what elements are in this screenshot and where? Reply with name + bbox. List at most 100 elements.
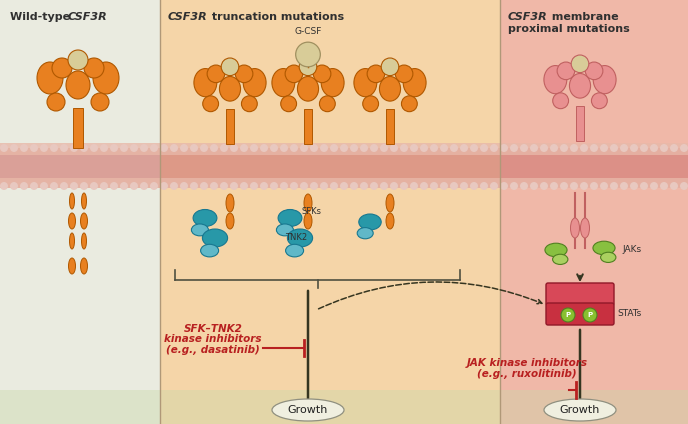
Ellipse shape bbox=[545, 243, 567, 257]
Circle shape bbox=[90, 144, 98, 152]
Circle shape bbox=[340, 182, 348, 190]
Circle shape bbox=[80, 144, 88, 152]
Circle shape bbox=[310, 182, 318, 190]
Circle shape bbox=[400, 144, 408, 152]
Bar bbox=[226, 109, 235, 144]
Circle shape bbox=[520, 182, 528, 190]
Circle shape bbox=[120, 182, 128, 190]
Ellipse shape bbox=[593, 66, 616, 94]
Ellipse shape bbox=[313, 65, 331, 83]
Circle shape bbox=[420, 144, 428, 152]
Ellipse shape bbox=[552, 93, 568, 109]
Ellipse shape bbox=[277, 224, 293, 236]
Circle shape bbox=[270, 144, 278, 152]
Circle shape bbox=[222, 58, 239, 75]
Circle shape bbox=[290, 144, 298, 152]
Circle shape bbox=[130, 144, 138, 152]
Circle shape bbox=[120, 144, 128, 152]
Ellipse shape bbox=[386, 194, 394, 212]
Ellipse shape bbox=[544, 399, 616, 421]
Circle shape bbox=[180, 144, 188, 152]
Circle shape bbox=[70, 182, 78, 190]
Ellipse shape bbox=[281, 96, 297, 112]
Circle shape bbox=[260, 144, 268, 152]
Circle shape bbox=[300, 144, 308, 152]
Ellipse shape bbox=[304, 213, 312, 229]
Ellipse shape bbox=[544, 66, 567, 94]
Circle shape bbox=[190, 144, 198, 152]
Ellipse shape bbox=[66, 71, 90, 99]
Circle shape bbox=[430, 144, 438, 152]
Circle shape bbox=[540, 182, 548, 190]
Text: truncation mutations: truncation mutations bbox=[208, 12, 344, 22]
Circle shape bbox=[280, 182, 288, 190]
Circle shape bbox=[630, 144, 638, 152]
Bar bbox=[303, 109, 312, 144]
Circle shape bbox=[510, 182, 518, 190]
Circle shape bbox=[470, 182, 478, 190]
Circle shape bbox=[450, 144, 458, 152]
Ellipse shape bbox=[219, 76, 241, 101]
Ellipse shape bbox=[235, 65, 253, 83]
Circle shape bbox=[240, 182, 248, 190]
Text: CSF3R: CSF3R bbox=[68, 12, 108, 22]
Ellipse shape bbox=[226, 194, 234, 212]
Circle shape bbox=[650, 144, 658, 152]
Circle shape bbox=[0, 182, 8, 190]
Circle shape bbox=[610, 144, 618, 152]
Ellipse shape bbox=[396, 65, 413, 83]
Circle shape bbox=[410, 144, 418, 152]
Ellipse shape bbox=[354, 69, 377, 97]
Circle shape bbox=[220, 144, 228, 152]
Circle shape bbox=[600, 144, 608, 152]
Bar bbox=[576, 106, 584, 141]
Circle shape bbox=[650, 182, 658, 190]
Ellipse shape bbox=[357, 228, 373, 239]
Ellipse shape bbox=[201, 244, 219, 257]
Circle shape bbox=[160, 182, 168, 190]
Circle shape bbox=[640, 182, 648, 190]
Circle shape bbox=[460, 182, 468, 190]
Ellipse shape bbox=[321, 69, 344, 97]
Circle shape bbox=[430, 182, 438, 190]
Circle shape bbox=[640, 144, 648, 152]
Text: JAK kinase inhibitors: JAK kinase inhibitors bbox=[466, 358, 588, 368]
Ellipse shape bbox=[297, 76, 319, 101]
Text: TNK2: TNK2 bbox=[285, 234, 307, 243]
FancyBboxPatch shape bbox=[546, 303, 614, 325]
Circle shape bbox=[40, 144, 48, 152]
Ellipse shape bbox=[191, 224, 208, 236]
Circle shape bbox=[170, 182, 178, 190]
Circle shape bbox=[583, 308, 597, 322]
Ellipse shape bbox=[47, 93, 65, 111]
Circle shape bbox=[60, 182, 68, 190]
Circle shape bbox=[530, 144, 538, 152]
Text: G-CSF: G-CSF bbox=[294, 27, 322, 36]
Ellipse shape bbox=[380, 76, 400, 101]
Circle shape bbox=[600, 182, 608, 190]
Circle shape bbox=[550, 144, 558, 152]
Bar bbox=[0, 390, 688, 424]
Circle shape bbox=[520, 144, 528, 152]
FancyBboxPatch shape bbox=[546, 283, 614, 305]
Circle shape bbox=[170, 144, 178, 152]
Ellipse shape bbox=[81, 233, 87, 249]
Circle shape bbox=[510, 144, 518, 152]
Ellipse shape bbox=[285, 65, 303, 83]
Circle shape bbox=[480, 182, 488, 190]
Text: membrane: membrane bbox=[548, 12, 619, 22]
Ellipse shape bbox=[69, 213, 76, 229]
Ellipse shape bbox=[304, 194, 312, 212]
Circle shape bbox=[280, 144, 288, 152]
Circle shape bbox=[100, 182, 108, 190]
Circle shape bbox=[610, 182, 618, 190]
Circle shape bbox=[670, 144, 678, 152]
Ellipse shape bbox=[52, 58, 72, 78]
Circle shape bbox=[299, 58, 316, 75]
Ellipse shape bbox=[69, 258, 76, 274]
Circle shape bbox=[110, 182, 118, 190]
Circle shape bbox=[570, 182, 578, 190]
Circle shape bbox=[580, 182, 588, 190]
Circle shape bbox=[320, 144, 328, 152]
Circle shape bbox=[680, 144, 688, 152]
